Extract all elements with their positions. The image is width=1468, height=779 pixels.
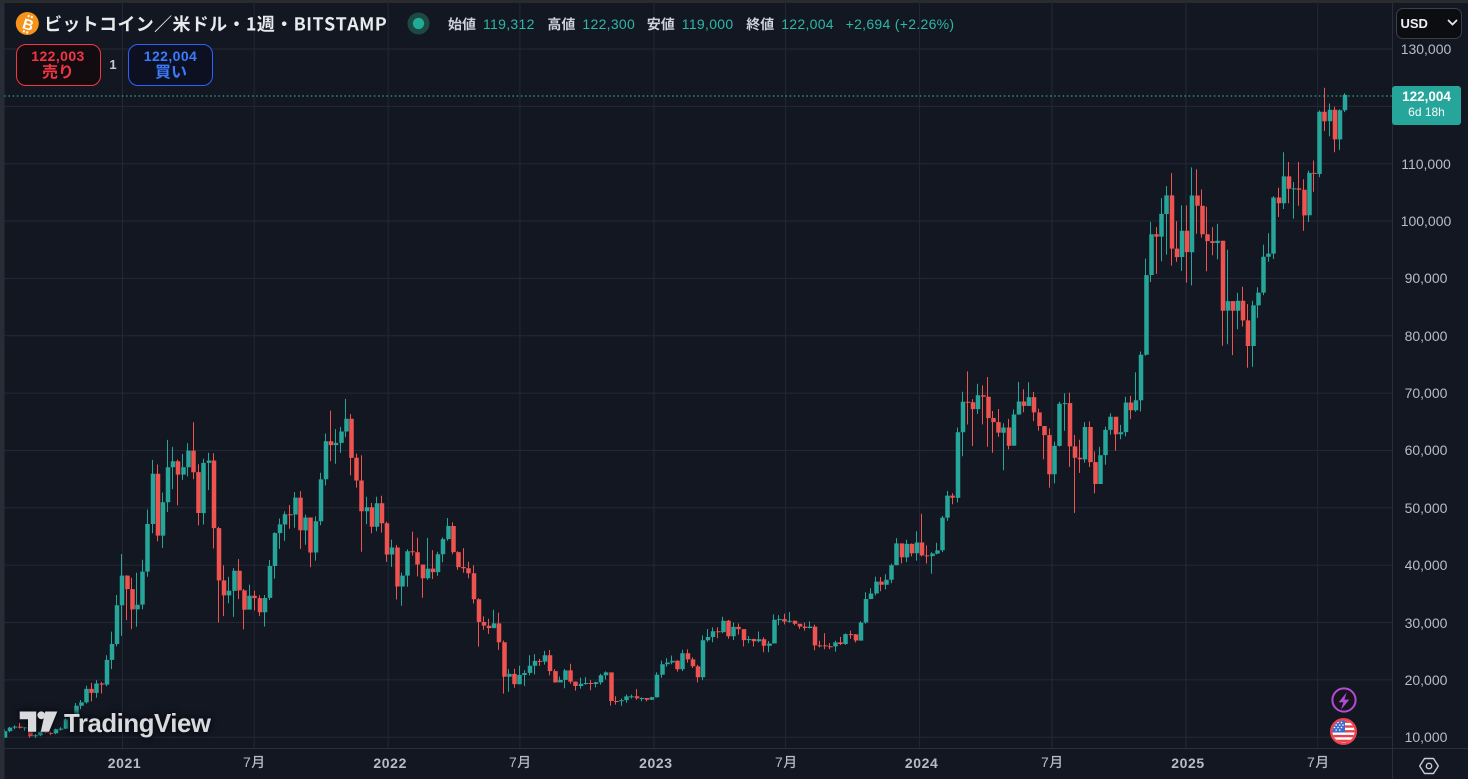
svg-text:119,000: 119,000 <box>682 16 734 32</box>
svg-text:+2,694 (+2.26%): +2,694 (+2.26%) <box>846 16 955 32</box>
svg-text:7: 7 <box>509 754 517 770</box>
svg-text:7: 7 <box>1041 754 1049 770</box>
svg-text:7: 7 <box>243 754 251 770</box>
svg-text:7: 7 <box>775 754 783 770</box>
svg-text:122,004: 122,004 <box>781 16 834 32</box>
svg-text:119,312: 119,312 <box>483 16 535 32</box>
svg-text:7: 7 <box>1307 754 1315 770</box>
svg-text:TradingView: TradingView <box>64 710 212 738</box>
svg-text:122,300: 122,300 <box>582 16 635 32</box>
